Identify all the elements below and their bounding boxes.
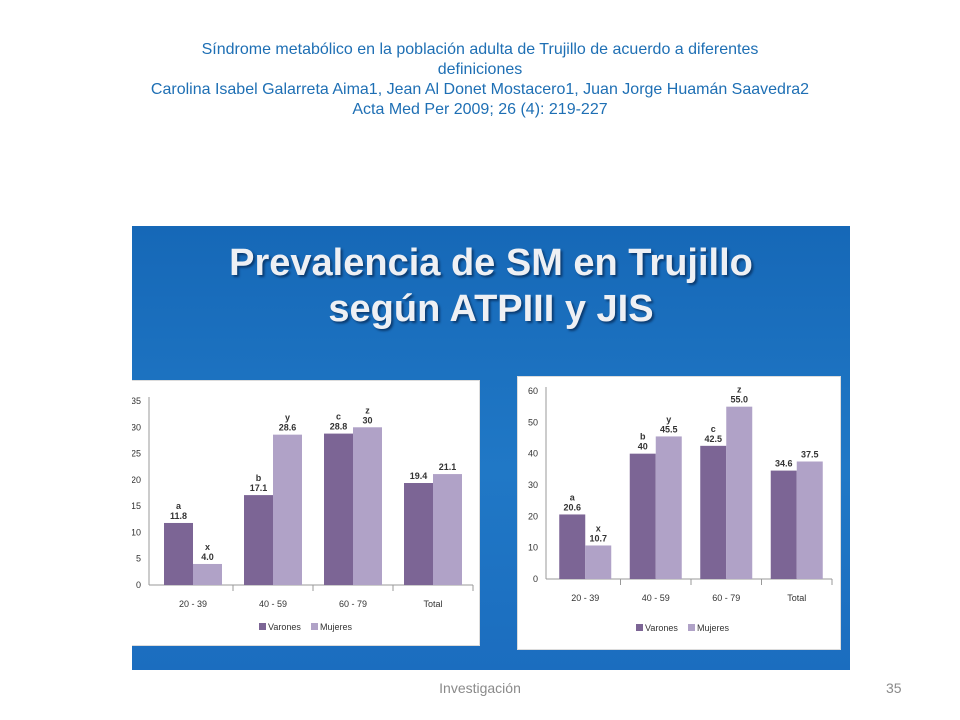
data-label: 21.1 — [439, 462, 457, 472]
y-tick-label: 0 — [136, 580, 141, 590]
legend-swatch-varones — [259, 623, 266, 630]
bar-varones-1 — [629, 453, 656, 579]
bar-varones-3 — [770, 470, 797, 579]
bar-mujeres-3 — [433, 474, 462, 585]
x-tick-label: 40 - 59 — [259, 599, 287, 609]
legend-swatch-mujeres — [311, 623, 318, 630]
data-label: 10.7 — [589, 533, 607, 543]
significance-letter: x — [205, 542, 210, 552]
slide-header: Síndrome metabólico en la población adul… — [60, 40, 900, 120]
bar-mujeres-1 — [273, 434, 302, 585]
data-label: 40 — [638, 442, 648, 452]
x-tick-label: 20 - 39 — [179, 599, 207, 609]
slide-title-line-1: Síndrome metabólico en la población adul… — [201, 41, 759, 58]
y-tick-label: 20 — [132, 475, 141, 485]
bar-varones-2 — [700, 445, 727, 579]
data-label: 11.8 — [170, 511, 187, 521]
data-label: 20.6 — [563, 502, 581, 512]
embedded-slide-panel: Prevalencia de SM en Trujillo según ATPI… — [132, 226, 850, 670]
y-tick-label: 5 — [136, 554, 141, 564]
y-tick-label: 20 — [528, 511, 538, 521]
data-label: 45.5 — [660, 424, 678, 434]
x-tick-label: Total — [787, 593, 806, 603]
legend-swatch-mujeres — [688, 624, 695, 631]
bar-mujeres-0 — [585, 545, 612, 579]
y-tick-label: 15 — [132, 501, 141, 511]
chart-jis: 0 10 20 30 40 50 60 20.6 a 10.7 x 20 - 39 40 b 45.5 y 40… — [517, 376, 841, 650]
data-label: 55.0 — [730, 395, 748, 405]
legend-label-mujeres: Mujeres — [697, 623, 730, 633]
y-tick-label: 30 — [528, 480, 538, 490]
data-label: 4.0 — [201, 552, 214, 562]
data-label: 28.6 — [279, 423, 297, 433]
significance-letter: z — [737, 385, 742, 395]
bar-varones-1 — [244, 495, 273, 585]
significance-letter: b — [256, 473, 262, 483]
y-tick-label: 60 — [528, 386, 538, 396]
data-label: 42.5 — [704, 434, 722, 444]
x-tick-label: Total — [423, 599, 442, 609]
footer-label: Investigación — [439, 680, 521, 696]
significance-letter: y — [285, 413, 290, 423]
legend-label-varones: Varones — [645, 623, 678, 633]
y-tick-label: 40 — [528, 449, 538, 459]
data-label: 28.8 — [330, 422, 348, 432]
y-tick-label: 0 — [533, 574, 538, 584]
significance-letter: a — [176, 501, 182, 511]
x-tick-label: 60 - 79 — [339, 599, 367, 609]
panel-heading: Prevalencia de SM en Trujillo según ATPI… — [132, 240, 850, 332]
data-label: 17.1 — [250, 483, 268, 493]
bar-varones-3 — [404, 483, 433, 585]
data-label: 37.5 — [801, 450, 819, 460]
significance-letter: x — [596, 523, 601, 533]
bar-mujeres-2 — [726, 406, 753, 579]
x-tick-label: 60 - 79 — [712, 593, 740, 603]
slide-citation: Acta Med Per 2009; 26 (4): 219-227 — [352, 101, 608, 118]
y-tick-label: 10 — [132, 527, 141, 537]
data-label: 30 — [362, 415, 372, 425]
y-tick-label: 10 — [528, 543, 538, 553]
significance-letter: y — [666, 414, 671, 424]
x-tick-label: 20 - 39 — [571, 593, 599, 603]
bar-varones-0 — [559, 514, 586, 579]
page-number: 35 — [886, 680, 902, 696]
bar-mujeres-2 — [353, 427, 382, 585]
y-tick-label: 30 — [132, 422, 141, 432]
legend-label-mujeres: Mujeres — [320, 622, 353, 632]
significance-letter: c — [336, 412, 341, 422]
y-tick-label: 35 — [132, 396, 141, 406]
x-tick-label: 40 - 59 — [642, 593, 670, 603]
data-label: 19.4 — [410, 471, 428, 481]
bar-mujeres-0 — [193, 563, 222, 585]
y-tick-label: 50 — [528, 417, 538, 427]
significance-letter: c — [711, 424, 716, 434]
data-label: 34.6 — [775, 459, 793, 469]
significance-letter: b — [640, 432, 646, 442]
slide-title-line-2: definiciones — [437, 61, 523, 78]
significance-letter: z — [365, 405, 370, 415]
bar-varones-2 — [324, 433, 353, 585]
panel-heading-line-1: Prevalencia de SM en Trujillo — [229, 242, 753, 284]
bar-mujeres-3 — [796, 461, 823, 579]
chart-atpiii-svg: 0 5 10 15 20 25 30 35 11.8a 4.0x 20 - 39 17.1b 28.6y… — [132, 396, 474, 632]
panel-heading-line-2: según ATPIII y JIS — [328, 288, 654, 330]
chart-atpiii: 0 5 10 15 20 25 30 35 11.8 a 4.0 x 20 - 39 17.1 b 28.6 y… — [132, 380, 480, 646]
bar-mujeres-1 — [655, 436, 682, 579]
significance-letter: a — [570, 492, 576, 502]
bar-varones-0 — [164, 522, 193, 585]
legend-label-varones: Varones — [268, 622, 301, 632]
y-tick-label: 25 — [132, 449, 141, 459]
slide-authors: Carolina Isabel Galarreta Aima1, Jean Al… — [150, 81, 810, 98]
legend-swatch-varones — [636, 624, 643, 631]
